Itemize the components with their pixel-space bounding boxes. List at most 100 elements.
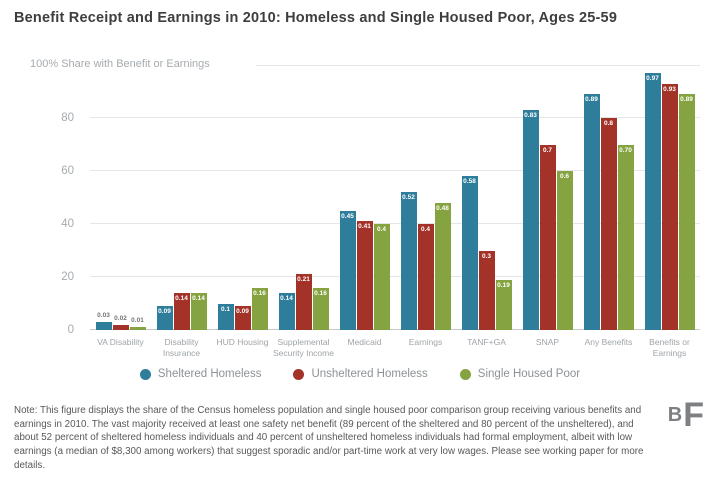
legend-item: Sheltered Homeless [139, 368, 262, 380]
logo-letter-b: B [667, 404, 683, 426]
bar: 0.52 [400, 192, 417, 330]
legend-dot-icon [293, 368, 305, 380]
legend-label: Single Housed Poor [477, 368, 581, 380]
bar-group: 0.03 0.02 0.01 [90, 65, 151, 330]
legend: Sheltered Homeless Unsheltered Homeless Si… [0, 368, 720, 380]
bar: 0.03 [95, 312, 112, 330]
bar-value-label: 0.19 [497, 281, 510, 289]
y-tick-label-80: 80 [61, 112, 74, 124]
bar-value-label: 0.48 [436, 204, 449, 212]
bar-value-label: 0.97 [646, 74, 659, 82]
bar: 0.7 [539, 144, 556, 330]
bar-value-label: 0.4 [376, 226, 387, 233]
bar-value-label: 0.83 [524, 112, 537, 120]
bar-value-label: 0.14 [175, 294, 188, 302]
y-tick-label-0: 0 [67, 324, 74, 336]
bar-value-label: 0.16 [314, 289, 327, 297]
bar-group: 0.1 0.09 0.16 [212, 65, 273, 330]
bar-value-label: 0.7 [542, 146, 553, 154]
y-tick-label-40: 40 [61, 218, 74, 230]
legend-label: Sheltered Homeless [157, 368, 262, 380]
legend-item: Unsheltered Homeless [293, 368, 428, 380]
bar-group: 0.52 0.4 0.48 [395, 65, 456, 330]
x-axis-label: Benefits or Earnings [649, 337, 690, 359]
gridline-0 [90, 329, 700, 330]
bar-value-label: 0.1 [220, 305, 231, 313]
plot-area: 0.03 0.02 0.01 0.09 0.14 0.14 0.1 0.09 0.16 0.14 0… [90, 65, 700, 330]
x-axis-label: Supplemental Security Income [273, 337, 334, 359]
bar: 0.21 [295, 274, 312, 330]
bar-value-label: 0.70 [619, 146, 632, 154]
bar: 0.19 [495, 279, 512, 330]
bar-group: 0.45 0.41 0.4 [334, 65, 395, 330]
bar-value-label: 0.09 [236, 308, 249, 316]
y-axis-ticks: 0 20 40 60 80 [30, 65, 82, 336]
bar: 0.6 [556, 171, 573, 330]
note-text: Note: This figure displays the share of … [14, 405, 644, 471]
legend-item: Single Housed Poor [459, 368, 581, 380]
bar-group: 0.83 0.7 0.6 [517, 65, 578, 330]
bar-value-label: 0.01 [131, 317, 144, 325]
bar: 0.09 [156, 306, 173, 330]
bfi-logo: B F [668, 398, 704, 432]
y-tick-label-60: 60 [61, 165, 74, 177]
bar-value-label: 0.93 [663, 85, 676, 93]
bar: 0.93 [661, 83, 678, 330]
bar: 0.09 [234, 306, 251, 330]
bar-group: 0.89 0.8 0.70 [578, 65, 639, 330]
gridline-80 [90, 117, 700, 118]
bar-value-label: 0.8 [603, 120, 614, 127]
x-axis-label: VA Disability [97, 337, 144, 347]
bar: 0.16 [251, 287, 268, 330]
gridline-60 [90, 170, 700, 171]
bar-value-label: 0.03 [97, 312, 110, 320]
bar: 0.16 [312, 287, 329, 330]
bar: 0.89 [583, 94, 600, 330]
bar-value-label: 0.52 [402, 194, 415, 202]
bar: 0.8 [600, 118, 617, 330]
bar: 0.3 [478, 250, 495, 330]
bar: 0.14 [173, 292, 190, 330]
page-title: Benefit Receipt and Earnings in 2010: Ho… [14, 10, 618, 26]
bar-value-label: 0.45 [341, 212, 354, 220]
x-axis-labels: VA Disability Disability Insurance HUD Hou… [90, 337, 700, 367]
gridline-40 [90, 223, 700, 224]
bar-value-label: 0.3 [481, 252, 492, 260]
legend-dot-icon [459, 368, 471, 380]
bar-value-label: 0.14 [192, 294, 205, 302]
bar: 0.4 [373, 224, 390, 330]
bar-value-label: 0.02 [114, 314, 127, 322]
y-axis-top-label: 100% Share with Benefit or Earnings [30, 58, 210, 70]
x-axis-label: Any Benefits [584, 337, 633, 347]
bar: 0.4 [417, 224, 434, 330]
bar-group: 0.14 0.21 0.16 [273, 65, 334, 330]
x-axis-label: Earnings [408, 337, 443, 347]
bar: 0.89 [678, 94, 695, 330]
bar: 0.83 [522, 110, 539, 330]
bar-value-label: 0.6 [559, 173, 570, 180]
bar-value-label: 0.89 [680, 96, 693, 104]
bar-group: 0.97 0.93 0.89 [639, 65, 700, 330]
bar-value-label: 0.09 [158, 308, 171, 316]
bar-group: 0.58 0.3 0.19 [456, 65, 517, 330]
bar: 0.01 [129, 317, 146, 330]
bar: 0.58 [461, 176, 478, 330]
bar: 0.97 [644, 72, 661, 330]
x-axis-label: Disability Insurance [162, 337, 201, 359]
gridline-100 [256, 65, 700, 66]
bar: 0.1 [217, 303, 234, 330]
bar-value-label: 0.16 [253, 289, 266, 297]
x-axis-label: TANF+GA [467, 337, 506, 347]
y-tick-label-20: 20 [61, 271, 74, 283]
bar: 0.02 [112, 315, 129, 330]
legend-label: Unsheltered Homeless [311, 368, 428, 380]
x-axis-label: SNAP [535, 337, 560, 347]
bar-value-label: 0.4 [420, 226, 431, 233]
bar-value-label: 0.58 [463, 178, 476, 186]
x-axis-label: Medicaid [347, 337, 382, 347]
bar: 0.48 [434, 202, 451, 330]
bar: 0.41 [356, 221, 373, 330]
legend-dot-icon [139, 368, 151, 380]
bar: 0.70 [617, 144, 634, 330]
